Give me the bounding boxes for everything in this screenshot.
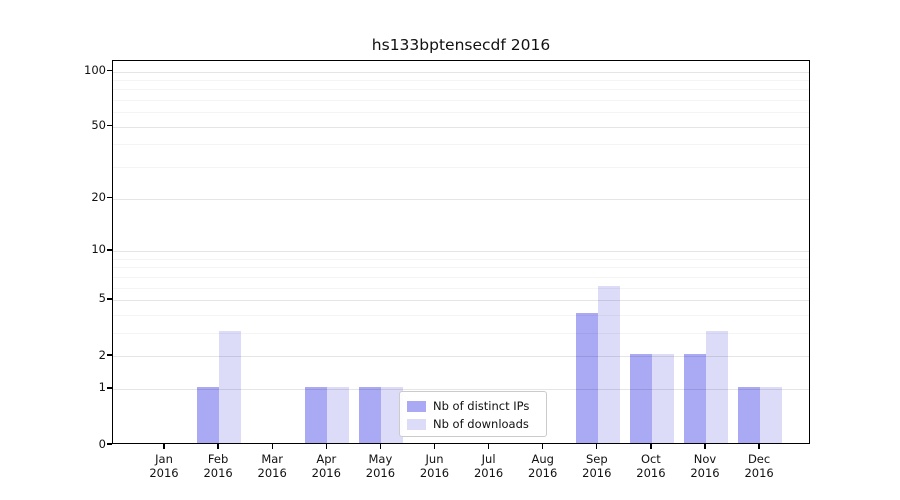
y-tick-label-10: 10: [91, 242, 106, 257]
x-tick-mark: [704, 444, 706, 449]
plot-area: [112, 60, 810, 444]
gridline-2: [113, 356, 809, 358]
x-tick-label-may: May 2016: [365, 452, 396, 480]
legend: Nb of distinct IPs Nb of downloads: [399, 391, 547, 437]
y-tick-mark: [107, 69, 112, 72]
x-tick-mark: [487, 444, 490, 449]
y-tick-label-20: 20: [91, 190, 106, 205]
gridline-4: [113, 314, 809, 316]
x-tick-label-aug: Aug 2016: [528, 452, 558, 480]
x-tick-label-nov: Nov 2016: [690, 452, 720, 480]
x-tick-label-sep: Sep 2016: [582, 452, 612, 480]
y-tick-mark: [107, 354, 112, 356]
gridline-100: [113, 71, 809, 73]
gridline-8: [113, 267, 809, 269]
legend-item-downloads: Nb of downloads: [407, 415, 539, 433]
y-tick-mark: [107, 298, 112, 300]
y-tick-label-100: 100: [84, 63, 106, 77]
bar-nb-of-downloads-dec: [760, 386, 783, 443]
x-tick-mark: [650, 444, 652, 449]
bar-nb-of-distinct-ips-apr: [305, 386, 328, 443]
gridline-40: [113, 144, 809, 146]
bar-nb-of-downloads-nov: [706, 330, 728, 443]
bar-nb-of-distinct-ips-nov: [684, 354, 706, 443]
bar-nb-of-distinct-ips-may: [359, 386, 382, 443]
y-tick-mark: [107, 125, 112, 127]
gridline-20: [113, 198, 809, 200]
gridline-70: [113, 100, 809, 102]
bar-nb-of-downloads-oct: [651, 354, 674, 443]
gridline-60: [113, 112, 809, 114]
bar-nb-of-distinct-ips-feb: [197, 386, 220, 443]
gridline-6: [113, 287, 809, 289]
bar-nb-of-distinct-ips-oct: [629, 354, 652, 443]
y-tick-mark: [107, 196, 112, 199]
y-tick-mark: [107, 443, 112, 445]
legend-swatch-downloads: [407, 418, 426, 430]
bar-nb-of-downloads-may: [381, 386, 404, 443]
gridline-7: [113, 276, 809, 278]
x-tick-mark: [379, 444, 382, 449]
y-tick-mark: [107, 249, 112, 251]
x-tick-mark: [325, 444, 327, 449]
gridline-30: [113, 167, 809, 169]
x-tick-label-dec: Dec 2016: [744, 452, 774, 480]
x-tick-mark: [163, 444, 165, 449]
gridline-50: [113, 126, 809, 128]
gridline-10: [113, 250, 809, 252]
gridline-80: [113, 89, 809, 91]
x-tick-label-jan: Jan 2016: [149, 452, 179, 480]
x-tick-mark: [271, 444, 273, 449]
x-tick-mark: [542, 444, 544, 449]
y-tick-label-1: 1: [98, 380, 106, 395]
x-tick-label-apr: Apr 2016: [311, 452, 341, 480]
x-tick-mark: [217, 444, 219, 449]
y-tick-label-5: 5: [98, 291, 106, 306]
gridline-5: [113, 299, 809, 301]
x-tick-label-jun: Jun 2016: [419, 452, 450, 480]
bar-nb-of-downloads-feb: [219, 330, 242, 443]
y-tick-label-2: 2: [98, 347, 106, 362]
gridline-3: [113, 332, 809, 334]
legend-label: Nb of distinct IPs: [433, 399, 530, 413]
x-tick-mark: [758, 444, 760, 449]
chart-title: hs133bptensecdf 2016: [371, 36, 551, 54]
x-tick-label-mar: Mar 2016: [257, 452, 287, 480]
bar-nb-of-distinct-ips-dec: [738, 386, 761, 443]
legend-swatch-distinct-ips: [407, 400, 426, 412]
x-tick-mark: [433, 444, 436, 449]
x-tick-label-feb: Feb 2016: [203, 452, 233, 480]
y-tick-label-0: 0: [98, 436, 106, 451]
bar-nb-of-downloads-apr: [327, 386, 350, 443]
y-tick-label-50: 50: [91, 118, 106, 133]
x-tick-mark: [596, 444, 598, 449]
gridline-9: [113, 258, 809, 260]
gridline-90: [113, 79, 809, 81]
x-tick-label-oct: Oct 2016: [636, 452, 666, 480]
legend-label: Nb of downloads: [433, 417, 529, 431]
legend-item-distinct-ips: Nb of distinct IPs: [407, 397, 539, 415]
gridline-1: [113, 388, 809, 390]
x-tick-label-jul: Jul 2016: [473, 452, 504, 480]
bar-nb-of-distinct-ips-sep: [575, 312, 598, 443]
bar-nb-of-downloads-sep: [597, 285, 620, 443]
y-tick-mark: [107, 387, 112, 389]
